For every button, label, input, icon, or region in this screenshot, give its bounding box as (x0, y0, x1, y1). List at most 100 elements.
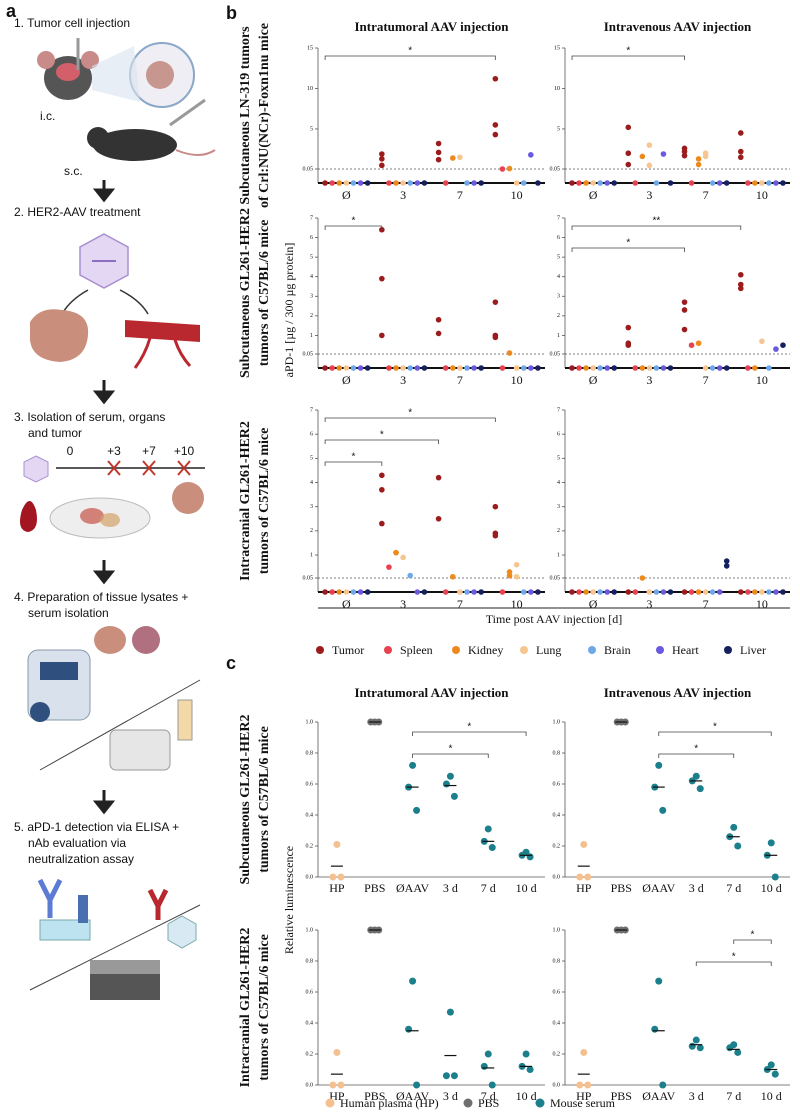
data-point (535, 180, 541, 186)
y-tick-label: 2 (310, 528, 313, 534)
step-text: nAb evaluation via (28, 836, 126, 850)
data-point (702, 589, 709, 595)
data-point (520, 180, 527, 186)
data-point (681, 152, 688, 159)
legend-label: Human plasma (HP) (340, 1096, 439, 1110)
data-point (322, 180, 328, 186)
data-point (653, 365, 660, 371)
data-point (604, 180, 610, 186)
data-point (625, 124, 632, 131)
y-tick-label: 5 (557, 126, 560, 132)
data-point (611, 180, 618, 186)
data-point (752, 180, 758, 186)
arrow (92, 560, 116, 585)
data-point (522, 1050, 530, 1058)
data-point (379, 520, 385, 527)
significance-label: * (352, 216, 356, 227)
data-point (336, 589, 343, 595)
step-text: 3. Isolation of serum, organs (14, 410, 165, 424)
data-point (590, 180, 596, 186)
x-tick-label: 3 (646, 597, 652, 611)
x-tick-label: 10 d (516, 1089, 537, 1103)
significance-label: * (408, 408, 412, 419)
y-tick-label: 7 (310, 407, 313, 413)
data-point (357, 589, 364, 595)
data-point (580, 840, 588, 848)
data-point (702, 365, 709, 371)
y-tick-label: 0.4 (553, 812, 561, 818)
data-point (646, 142, 653, 148)
data-point (480, 1062, 488, 1070)
y-tick-label: 5 (310, 126, 313, 132)
data-point (660, 365, 667, 371)
data-point (659, 1081, 667, 1089)
y-tick-label: 7 (557, 215, 560, 221)
data-point (414, 180, 421, 186)
data-point (336, 180, 343, 186)
step-text: 2. HER2-AAV treatment (14, 205, 141, 219)
data-point (414, 365, 421, 371)
data-point (393, 549, 399, 556)
data-point (767, 839, 775, 847)
data-point (584, 1081, 592, 1089)
data-point (492, 299, 499, 305)
step-text: neutralization assay (28, 852, 134, 866)
data-point (773, 589, 779, 595)
row-title: Intracranial GL261-HER2 (238, 928, 253, 1088)
data-point (322, 589, 328, 595)
data-point (435, 156, 442, 163)
data-point (336, 365, 343, 371)
legend-label: PBS (478, 1096, 499, 1110)
x-tick-label: HP (576, 1089, 592, 1103)
data-point (632, 589, 639, 595)
data-point (625, 161, 632, 168)
row-title: tumors of C57BL/6 mice (257, 428, 272, 575)
data-point (464, 589, 470, 595)
significance-label: * (751, 930, 755, 941)
data-point (667, 365, 674, 371)
data-point (343, 180, 350, 186)
data-point (681, 589, 688, 595)
y-tick-label: 0.6 (306, 989, 314, 995)
legend-label: Mouse serum (550, 1096, 616, 1110)
data-point (513, 573, 520, 580)
data-point (752, 589, 758, 595)
data-point (488, 1081, 496, 1089)
timeline-label: +3 (107, 444, 121, 458)
x-tick-label: 10 (756, 188, 768, 202)
y-tick-label: 2 (310, 313, 313, 319)
step-text: 1. Tumor cell injection (14, 16, 130, 30)
y-tick-label: 7 (310, 215, 313, 221)
significance-bracket (695, 961, 772, 966)
column-title: Intratumoral AAV injection (354, 685, 509, 700)
x-tick-label: PBS (611, 881, 632, 895)
significance-bracket (571, 55, 685, 60)
data-point (435, 515, 442, 522)
data-point (752, 365, 758, 371)
y-tick-label: 1.0 (553, 927, 561, 933)
data-point (709, 365, 716, 371)
data-point (771, 873, 779, 881)
x-tick-label: 3 (400, 597, 406, 611)
y-tick-label: 7 (557, 407, 560, 413)
data-point (584, 873, 592, 881)
data-point (766, 180, 772, 186)
data-point (716, 365, 723, 371)
y-tick-label: 6 (557, 432, 560, 438)
significance-bracket (324, 225, 383, 230)
row-title: Subcutaneous LN-319 tumors (238, 26, 253, 205)
data-point (773, 346, 779, 352)
data-point (446, 772, 454, 780)
y-tick-label: 6 (557, 235, 560, 241)
assay-illustration (29, 878, 201, 1000)
data-point (357, 180, 364, 186)
data-point (632, 365, 639, 371)
data-point (484, 825, 492, 833)
legend-marker (535, 1098, 545, 1108)
data-point (737, 589, 744, 595)
mouse-illustration (37, 38, 216, 161)
x-tick-label: HP (329, 881, 345, 895)
y-tick-label: 0.0 (306, 874, 314, 880)
legend-marker (316, 646, 324, 654)
data-point (446, 1008, 454, 1016)
